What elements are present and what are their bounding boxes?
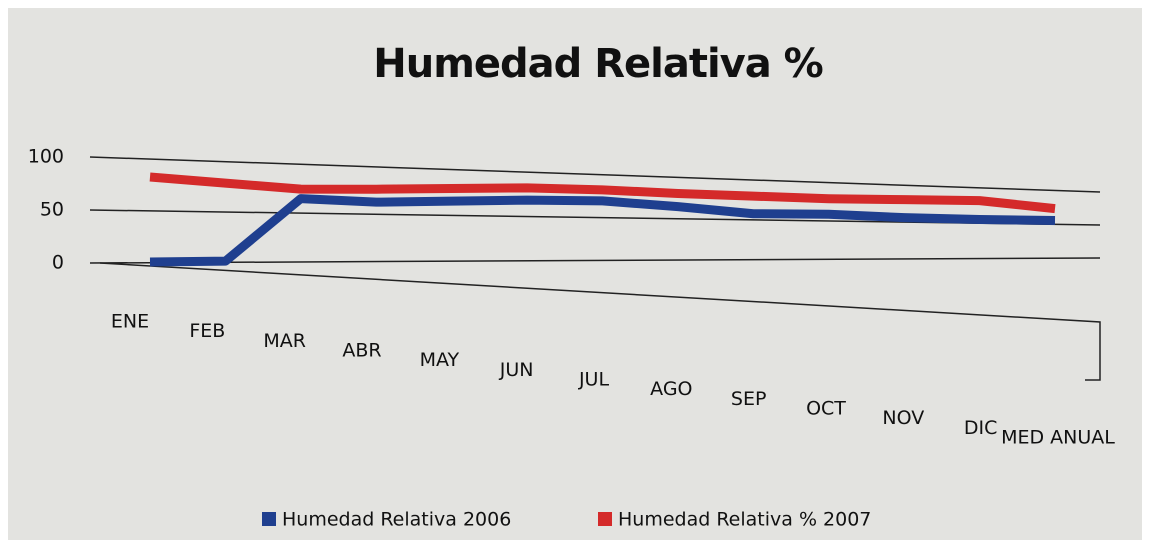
- x-tick-label: AGO: [650, 378, 692, 400]
- chart-title: Humedad Relativa %: [373, 41, 822, 87]
- legend-label: Humedad Relativa % 2007: [618, 509, 871, 531]
- y-tick-label: 100: [28, 146, 64, 168]
- grid-line: [89, 257, 1101, 264]
- x-tick-label: DIC: [964, 417, 998, 439]
- background: [4, 4, 1146, 544]
- x-tick-label: JUN: [499, 359, 534, 381]
- y-tick-label: 0: [52, 252, 64, 274]
- x-tick-label: JUL: [578, 369, 610, 391]
- line-series: [149, 194, 1056, 267]
- floor: [99, 262, 1101, 381]
- y-tick-label: 50: [40, 199, 64, 221]
- line-series: [149, 172, 1056, 214]
- x-tick-label: MED ANUAL: [1001, 427, 1115, 449]
- legend-swatch: [598, 512, 612, 526]
- x-tick-label: OCT: [806, 398, 846, 420]
- x-tick-label: FEB: [189, 320, 225, 342]
- x-tick-label: ABR: [342, 340, 381, 362]
- grid-line: [89, 156, 1101, 193]
- x-tick-label: NOV: [882, 407, 924, 429]
- legend-swatch: [262, 512, 276, 526]
- x-tick-label: SEP: [731, 388, 767, 410]
- legend-label: Humedad Relativa 2006: [282, 509, 511, 531]
- x-tick-label: MAR: [263, 330, 306, 352]
- x-tick-label: ENE: [111, 311, 149, 333]
- x-tick-label: MAY: [420, 349, 460, 371]
